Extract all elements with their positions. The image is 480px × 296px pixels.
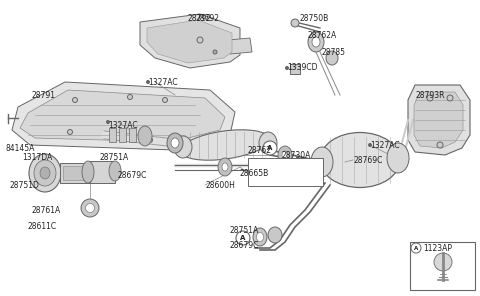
Text: 28679C: 28679C: [118, 170, 147, 179]
Bar: [290, 64, 300, 74]
Ellipse shape: [268, 227, 282, 243]
Polygon shape: [228, 38, 252, 54]
Bar: [109, 128, 116, 142]
Text: 28665B: 28665B: [240, 168, 269, 178]
Text: 1327AC: 1327AC: [148, 78, 178, 86]
Text: 28793R: 28793R: [415, 91, 444, 99]
Ellipse shape: [82, 161, 94, 183]
Text: 28679C: 28679C: [230, 241, 259, 250]
Bar: [410, 242, 475, 290]
Text: 28769C: 28769C: [353, 155, 383, 165]
Bar: [119, 128, 126, 142]
Ellipse shape: [222, 163, 228, 171]
Text: 1327AC: 1327AC: [370, 141, 400, 149]
Ellipse shape: [308, 32, 324, 52]
Circle shape: [68, 130, 72, 134]
Circle shape: [197, 37, 203, 43]
Circle shape: [107, 120, 109, 123]
Polygon shape: [408, 85, 470, 155]
Ellipse shape: [81, 199, 99, 217]
Text: 28762: 28762: [248, 146, 272, 155]
Circle shape: [213, 50, 217, 54]
Circle shape: [437, 142, 443, 148]
Bar: [90, 161, 115, 183]
Ellipse shape: [174, 136, 192, 158]
Polygon shape: [147, 20, 232, 63]
Ellipse shape: [109, 161, 121, 181]
Text: 1339CD: 1339CD: [287, 62, 317, 72]
Text: 28762A: 28762A: [308, 30, 337, 39]
Bar: [60, 163, 90, 183]
Ellipse shape: [326, 51, 338, 65]
Circle shape: [146, 81, 149, 83]
Text: 28751D: 28751D: [10, 181, 40, 189]
Text: 28791: 28791: [32, 91, 56, 99]
Text: A: A: [240, 235, 246, 241]
Text: A: A: [267, 145, 273, 151]
Text: 28611C: 28611C: [28, 221, 57, 231]
Circle shape: [369, 144, 372, 147]
Text: 28761A: 28761A: [32, 205, 61, 215]
Ellipse shape: [29, 154, 61, 192]
Circle shape: [263, 141, 277, 155]
Text: 1317DA: 1317DA: [22, 152, 52, 162]
Text: A: A: [414, 245, 418, 250]
Circle shape: [163, 97, 168, 102]
Text: 28730A: 28730A: [282, 150, 312, 160]
Ellipse shape: [40, 167, 50, 179]
Circle shape: [411, 243, 421, 253]
Circle shape: [128, 94, 132, 99]
Polygon shape: [140, 14, 240, 68]
Ellipse shape: [259, 132, 277, 154]
Circle shape: [147, 138, 153, 142]
Bar: [248, 158, 323, 186]
Circle shape: [291, 19, 299, 27]
Bar: [63, 166, 87, 180]
Ellipse shape: [253, 228, 267, 246]
Text: 28792: 28792: [195, 14, 219, 22]
Ellipse shape: [256, 232, 264, 242]
Ellipse shape: [180, 130, 270, 160]
Ellipse shape: [278, 146, 292, 164]
Text: 84145A: 84145A: [5, 144, 35, 152]
Text: 28751A: 28751A: [100, 152, 129, 162]
Text: 28600H: 28600H: [205, 181, 235, 189]
Text: 1123AP: 1123AP: [423, 244, 452, 252]
Polygon shape: [12, 82, 235, 150]
Ellipse shape: [320, 133, 400, 187]
Circle shape: [427, 95, 433, 101]
Ellipse shape: [171, 138, 179, 148]
Text: 28751A: 28751A: [230, 226, 259, 234]
Ellipse shape: [85, 204, 95, 213]
Ellipse shape: [387, 143, 409, 173]
Text: 1327AC: 1327AC: [108, 120, 138, 130]
Ellipse shape: [34, 160, 56, 186]
Text: 28785: 28785: [322, 47, 346, 57]
Text: 28750B: 28750B: [300, 14, 329, 22]
Circle shape: [286, 67, 288, 70]
Circle shape: [447, 95, 453, 101]
Ellipse shape: [311, 147, 333, 177]
Circle shape: [72, 97, 77, 102]
Circle shape: [434, 253, 452, 271]
Bar: [129, 128, 136, 142]
Ellipse shape: [218, 158, 232, 176]
Polygon shape: [20, 90, 225, 142]
Ellipse shape: [167, 133, 183, 153]
Polygon shape: [414, 92, 463, 148]
Circle shape: [236, 231, 250, 245]
Ellipse shape: [312, 37, 320, 47]
Ellipse shape: [138, 126, 152, 146]
Text: 28792: 28792: [188, 14, 212, 22]
Ellipse shape: [282, 151, 288, 159]
